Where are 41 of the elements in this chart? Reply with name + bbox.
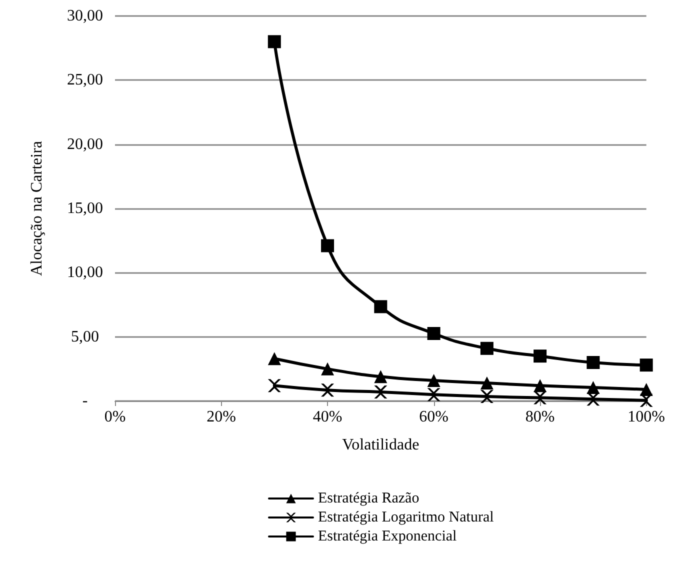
legend-label: Estratégia Logaritmo Natural	[318, 510, 494, 526]
point	[427, 326, 440, 340]
point	[374, 370, 388, 384]
y-tick-label: 30,00	[67, 8, 103, 24]
point	[480, 376, 494, 390]
x-tick-label: 100%	[628, 408, 665, 426]
point	[427, 374, 440, 387]
y-tick-label: 5,00	[71, 328, 99, 346]
point	[321, 239, 334, 252]
point	[268, 379, 281, 392]
point	[586, 392, 600, 406]
y-tick-label: 15,00	[67, 200, 103, 217]
point	[534, 379, 547, 392]
point	[586, 356, 600, 369]
x-axis-title: Volatilidade	[342, 436, 420, 454]
point	[321, 384, 334, 397]
point	[640, 358, 653, 372]
point	[268, 35, 281, 48]
x-tick-label: 40%	[312, 408, 342, 426]
y-tick-label: 20,00	[67, 136, 103, 153]
point	[268, 352, 281, 366]
x-tick-label: 0%	[104, 408, 126, 426]
point	[321, 362, 334, 376]
x-tick-label: 60%	[419, 408, 448, 426]
point	[534, 391, 547, 404]
legend-label: Estratégia Exponencial	[318, 528, 457, 544]
y-tick-label: 25,00	[67, 72, 103, 89]
x-tick-label: 20%	[206, 408, 236, 426]
point	[480, 342, 494, 355]
point	[374, 386, 388, 399]
point	[640, 394, 653, 407]
y-tick-label: 10,00	[67, 264, 103, 282]
y-tick-label: -	[82, 392, 88, 410]
legend-label: Estratégia Razão	[318, 490, 420, 506]
point	[534, 350, 547, 363]
point	[427, 388, 440, 402]
y-axis-title: Alocação na Carteira	[28, 140, 46, 276]
x-tick-label: 80%	[525, 408, 555, 426]
point	[374, 300, 388, 314]
point	[480, 390, 494, 404]
point	[586, 381, 600, 394]
